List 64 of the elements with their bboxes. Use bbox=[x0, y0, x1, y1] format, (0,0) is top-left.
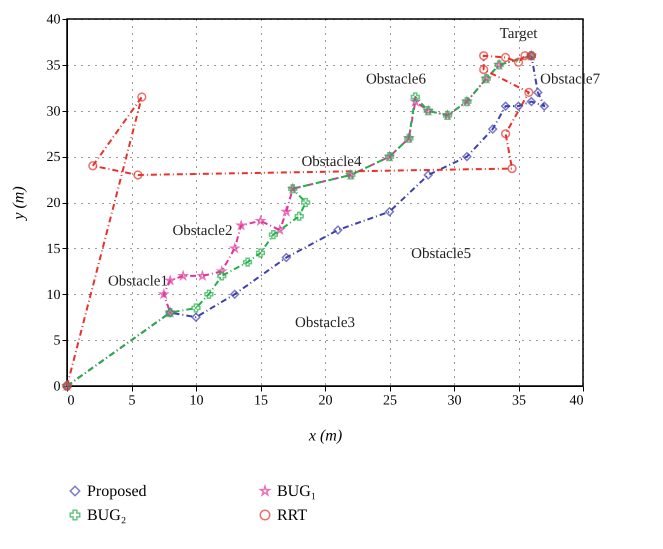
point bbox=[533, 88, 542, 98]
annotation: Obstacle6 bbox=[366, 72, 426, 88]
x-tick-label: 35 bbox=[512, 394, 526, 408]
x-axis-title: x (m) bbox=[308, 428, 342, 444]
point bbox=[191, 303, 201, 313]
point bbox=[137, 92, 146, 102]
point bbox=[268, 230, 278, 240]
point bbox=[133, 170, 143, 180]
point bbox=[301, 198, 310, 208]
x-tick-label: 30 bbox=[448, 394, 462, 408]
point bbox=[282, 252, 291, 262]
annotation: Obstacle3 bbox=[295, 314, 355, 331]
x-tick-label: 5 bbox=[128, 394, 136, 408]
annotation: Obstacle5 bbox=[411, 246, 472, 262]
y-tick-label: 10 bbox=[46, 288, 60, 303]
legend-label: Proposed bbox=[87, 483, 147, 500]
point bbox=[514, 102, 524, 111]
point bbox=[526, 96, 536, 106]
x-tick-label: 40 bbox=[570, 394, 584, 408]
annotation: Obstacle2 bbox=[172, 223, 232, 240]
point bbox=[230, 290, 240, 299]
x-tick-label: 10 bbox=[190, 394, 204, 408]
point bbox=[294, 212, 304, 221]
point bbox=[191, 312, 201, 322]
y-tick-label: 15 bbox=[46, 242, 60, 257]
legend-label: BUG₂ bbox=[87, 507, 126, 524]
point bbox=[540, 102, 549, 111]
y-tick-label: 40 bbox=[46, 12, 60, 28]
point bbox=[520, 51, 530, 60]
y-tick-label: 25 bbox=[46, 150, 60, 166]
point bbox=[500, 102, 510, 111]
point bbox=[424, 170, 433, 180]
x-tick-label: 15 bbox=[254, 394, 268, 408]
y-tick-label: 30 bbox=[46, 104, 60, 120]
point bbox=[500, 129, 510, 138]
point bbox=[488, 124, 498, 134]
point bbox=[524, 88, 534, 98]
point bbox=[462, 152, 472, 162]
point bbox=[333, 225, 343, 235]
annotation: Obstacle1 bbox=[108, 273, 168, 290]
y-tick-label: 20 bbox=[46, 196, 60, 211]
y-tick-label: 5 bbox=[54, 334, 60, 349]
point bbox=[500, 52, 510, 62]
y-tick-label: 35 bbox=[46, 58, 60, 74]
x-tick-label: 0 bbox=[68, 394, 74, 408]
y-tick-label: 0 bbox=[54, 380, 60, 394]
point bbox=[217, 271, 226, 281]
point bbox=[514, 58, 524, 67]
x-tick-label: 20 bbox=[318, 394, 332, 408]
point bbox=[384, 207, 394, 216]
legend-label: BUG₁ bbox=[277, 483, 316, 500]
point bbox=[88, 161, 98, 170]
point bbox=[479, 64, 488, 74]
point bbox=[256, 248, 266, 258]
point bbox=[204, 290, 214, 299]
point bbox=[410, 92, 420, 102]
legend-label: RRT bbox=[277, 507, 308, 524]
y-axis-title: y (m) bbox=[10, 186, 28, 222]
point bbox=[242, 258, 252, 267]
point bbox=[507, 164, 517, 174]
annotation: Target bbox=[500, 26, 538, 42]
point bbox=[479, 51, 488, 60]
annotation: Obstacle4 bbox=[301, 154, 362, 170]
x-tick-label: 25 bbox=[383, 394, 397, 408]
